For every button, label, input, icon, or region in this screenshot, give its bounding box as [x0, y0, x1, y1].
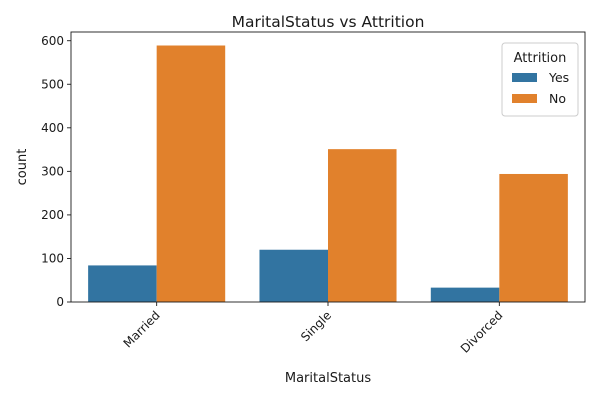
x-axis: Married Single Divorced — [121, 302, 506, 356]
y-tick-label: 400 — [41, 121, 64, 135]
x-tick-label-married: Married — [121, 308, 163, 350]
y-tick-label: 0 — [56, 295, 64, 309]
y-tick-label: 100 — [41, 252, 64, 266]
bar-divorced-yes — [430, 287, 500, 302]
y-tick-label: 300 — [41, 165, 64, 179]
chart-title: MaritalStatus vs Attrition — [232, 13, 425, 31]
bars-group — [88, 45, 568, 302]
bar-married-no — [156, 45, 226, 302]
x-tick-label-divorced: Divorced — [458, 308, 506, 356]
legend: Attrition Yes No — [501, 42, 579, 117]
y-tick-label: 200 — [41, 208, 64, 222]
legend-label-yes: Yes — [548, 70, 569, 85]
y-axis: 0 100 200 300 400 500 600 — [41, 34, 71, 309]
x-tick-label-single: Single — [298, 308, 334, 344]
x-axis-label: MaritalStatus — [285, 371, 371, 386]
legend-title: Attrition — [514, 51, 567, 66]
bar-married-yes — [88, 265, 157, 302]
legend-swatch-yes — [512, 73, 537, 82]
plot-frame — [70, 31, 586, 303]
legend-label-no: No — [549, 91, 566, 106]
bar-divorced-no — [499, 173, 568, 302]
y-tick-label: 500 — [41, 77, 64, 91]
y-tick-label: 600 — [41, 34, 64, 48]
bar-single-yes — [259, 249, 328, 302]
bar-single-no — [328, 149, 397, 302]
y-axis-label: count — [15, 149, 30, 186]
legend-swatch-no — [512, 94, 537, 103]
